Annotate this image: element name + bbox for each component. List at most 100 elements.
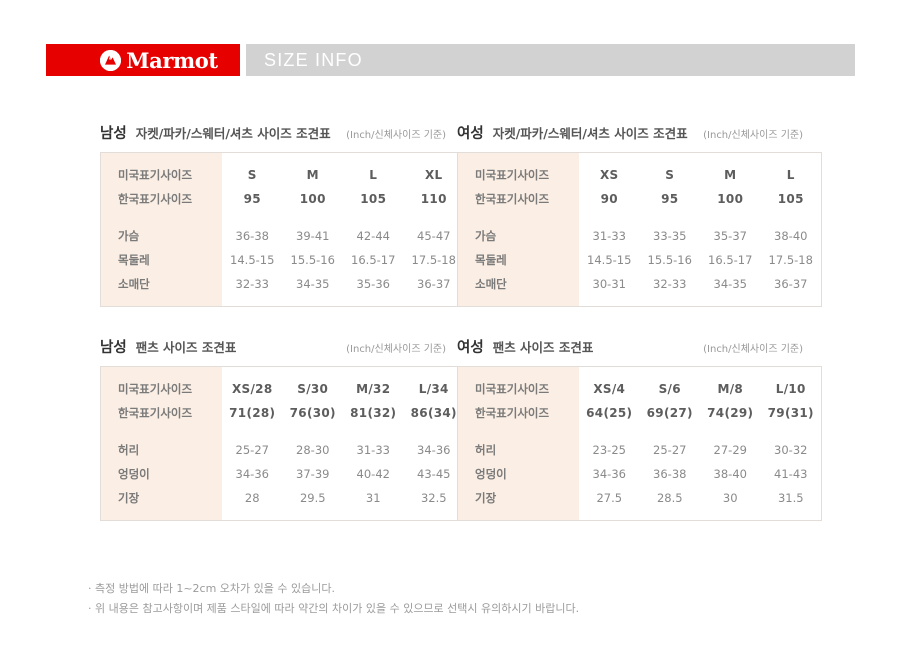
- cell: XS/28: [232, 382, 273, 396]
- cell: 31-33: [592, 229, 626, 243]
- table-unit-note: (Inch/신체사이즈 기준): [346, 130, 446, 141]
- table-spacer-row: [100, 211, 465, 224]
- cell: 35-37: [713, 229, 747, 243]
- cell: 30: [722, 491, 738, 505]
- cell: 31.5: [777, 491, 804, 505]
- cell: 64(25): [586, 406, 633, 420]
- table-pad-row: [100, 510, 465, 521]
- row-label: 한국표기사이즈: [457, 401, 579, 425]
- cell: 17.5-18: [411, 253, 456, 267]
- cell: 31-33: [356, 443, 390, 457]
- cell: 25-27: [235, 443, 269, 457]
- cell: 30-32: [774, 443, 808, 457]
- cell: 95: [661, 192, 679, 206]
- cell: 74(29): [707, 406, 754, 420]
- table-row: 미국표기사이즈 XS/4 S/6 M/8 L/10: [457, 377, 822, 401]
- tables-row-jackets: 남성 자켓/파카/스웨터/셔츠 사이즈 조견표 (Inch/신체사이즈 기준) …: [0, 122, 900, 307]
- cell: 69(27): [646, 406, 693, 420]
- cell: 36-37: [417, 277, 451, 291]
- table-heading: 여성 팬츠 사이즈 조견표 (Inch/신체사이즈 기준): [457, 336, 803, 366]
- table-title: 자켓/파카/스웨터/셔츠 사이즈 조견표: [492, 126, 688, 141]
- row-label: 한국표기사이즈: [100, 187, 222, 211]
- table-spacer-row: [100, 425, 465, 438]
- table-spacer-row: [457, 425, 822, 438]
- row-label: 가슴: [100, 224, 222, 248]
- table-title: 팬츠 사이즈 조견표: [492, 340, 594, 355]
- table-row: 한국표기사이즈 90 95 100 105: [457, 187, 822, 211]
- row-label: 소매단: [100, 272, 222, 296]
- table-heading: 남성 팬츠 사이즈 조견표 (Inch/신체사이즈 기준): [100, 336, 446, 366]
- page-title: SIZE INFO: [264, 49, 363, 70]
- table-row: 미국표기사이즈 XS S M L: [457, 163, 822, 187]
- cell: 34-36: [235, 467, 269, 481]
- cell: 14.5-15: [230, 253, 275, 267]
- table-heading: 여성 자켓/파카/스웨터/셔츠 사이즈 조견표 (Inch/신체사이즈 기준): [457, 122, 803, 152]
- table-row: 허리 23-25 25-27 27-29 30-32: [457, 438, 822, 462]
- row-label: 가슴: [457, 224, 579, 248]
- marmot-wordmark: Marmot: [126, 47, 218, 73]
- note-line: · 측정 방법에 따라 1~2cm 오차가 있을 수 있습니다.: [88, 582, 335, 595]
- marmot-logo: Marmot: [46, 44, 240, 76]
- size-table: 미국표기사이즈 XS S M L 한국표기사이즈 90 95 100 105: [457, 152, 822, 307]
- row-label: 기장: [100, 486, 222, 510]
- cell: L: [369, 168, 378, 182]
- row-label: 목둘레: [100, 248, 222, 272]
- table-gender-label: 남성: [100, 340, 127, 356]
- cell: M: [724, 168, 737, 182]
- row-label: 소매단: [457, 272, 579, 296]
- cell: 39-41: [296, 229, 330, 243]
- table-title: 팬츠 사이즈 조견표: [135, 340, 237, 355]
- footer-notes: · 측정 방법에 따라 1~2cm 오차가 있을 수 있습니다. · 위 내용은…: [88, 579, 828, 619]
- table-title: 자켓/파카/스웨터/셔츠 사이즈 조견표: [135, 126, 331, 141]
- table-unit-note: (Inch/신체사이즈 기준): [703, 130, 803, 141]
- row-label: 엉덩이: [100, 462, 222, 486]
- table-row: 목둘레 14.5-15 15.5-16 16.5-17 17.5-18: [100, 248, 465, 272]
- cell: XS/4: [593, 382, 626, 396]
- cell: 28.5: [656, 491, 683, 505]
- cell: S: [247, 168, 257, 182]
- table-row: 엉덩이 34-36 36-38 38-40 41-43: [457, 462, 822, 486]
- cell: 34-36: [417, 443, 451, 457]
- table-row: 목둘레 14.5-15 15.5-16 16.5-17 17.5-18: [457, 248, 822, 272]
- cell: 40-42: [356, 467, 390, 481]
- size-table: 미국표기사이즈 S M L XL 한국표기사이즈 95 100 105 110: [100, 152, 465, 307]
- table-row: 한국표기사이즈 95 100 105 110: [100, 187, 465, 211]
- cell: 43-45: [417, 467, 451, 481]
- row-label: 한국표기사이즈: [457, 187, 579, 211]
- cell: 31: [365, 491, 381, 505]
- cell: 17.5-18: [768, 253, 813, 267]
- cell: M: [306, 168, 319, 182]
- cell: 100: [717, 192, 744, 206]
- size-table-womens-jacket: 여성 자켓/파카/스웨터/셔츠 사이즈 조견표 (Inch/신체사이즈 기준) …: [457, 122, 822, 307]
- size-table-mens-pants: 남성 팬츠 사이즈 조견표 (Inch/신체사이즈 기준) 미국표기사이즈 XS…: [100, 336, 465, 521]
- table-unit-note: (Inch/신체사이즈 기준): [703, 344, 803, 355]
- cell: 105: [360, 192, 387, 206]
- cell: S/30: [297, 382, 329, 396]
- table-row: 엉덩이 34-36 37-39 40-42 43-45: [100, 462, 465, 486]
- cell: 32-33: [235, 277, 269, 291]
- page-header: Marmot SIZE INFO: [46, 44, 855, 76]
- cell: M/8: [717, 382, 744, 396]
- cell: 110: [420, 192, 447, 206]
- cell: 37-39: [296, 467, 330, 481]
- table-pad-row: [457, 296, 822, 307]
- table-pad-row: [100, 296, 465, 307]
- cell: 30-31: [592, 277, 626, 291]
- row-label: 목둘레: [457, 248, 579, 272]
- cell: 41-43: [774, 467, 808, 481]
- table-spacer-row: [457, 211, 822, 224]
- cell: 27.5: [596, 491, 623, 505]
- table-unit-note: (Inch/신체사이즈 기준): [346, 344, 446, 355]
- table-gender-label: 여성: [457, 126, 484, 142]
- row-label: 기장: [457, 486, 579, 510]
- size-table: 미국표기사이즈 XS/4 S/6 M/8 L/10 한국표기사이즈 64(25)…: [457, 366, 822, 521]
- size-tables-container: 남성 자켓/파카/스웨터/셔츠 사이즈 조견표 (Inch/신체사이즈 기준) …: [0, 122, 900, 521]
- cell: 42-44: [356, 229, 390, 243]
- cell: 105: [777, 192, 804, 206]
- cell: 34-35: [713, 277, 747, 291]
- cell: S/6: [658, 382, 681, 396]
- table-row: 가슴 31-33 33-35 35-37 38-40: [457, 224, 822, 248]
- row-label: 미국표기사이즈: [100, 163, 222, 187]
- cell: 32.5: [420, 491, 447, 505]
- cell: 27-29: [713, 443, 747, 457]
